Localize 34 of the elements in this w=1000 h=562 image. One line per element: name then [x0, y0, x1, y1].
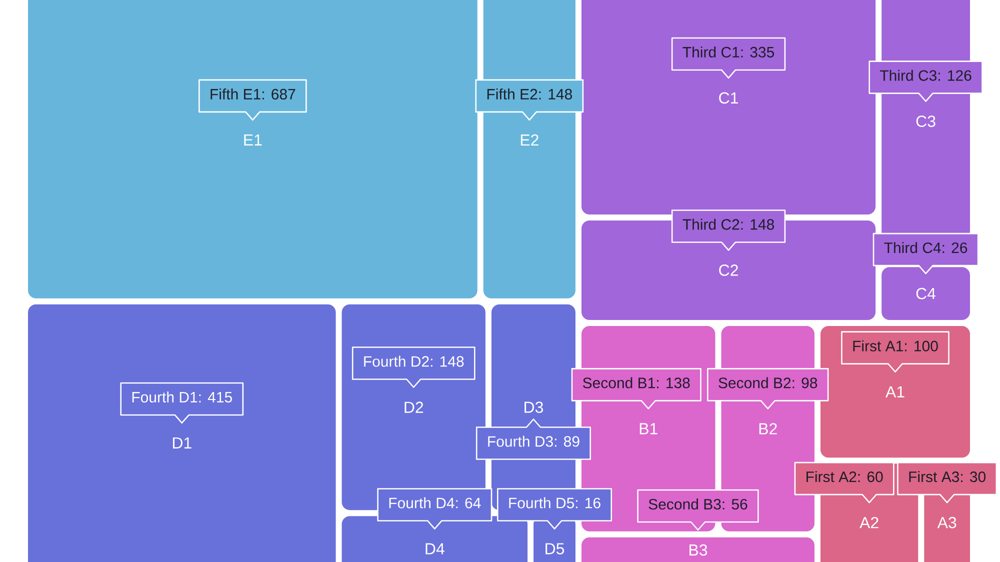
- category-label: D3: [524, 402, 543, 413]
- category-label: B3: [690, 544, 708, 556]
- data-label: Fourth D1: 415: [132, 391, 232, 403]
- data-label: Third C2: 148: [682, 218, 774, 230]
- data-label: Fourth D4: 64: [389, 497, 481, 508]
- category-label: B1: [640, 423, 658, 434]
- category-label: C3: [916, 116, 936, 127]
- category-label: D1: [172, 437, 192, 448]
- category-label: C2: [719, 264, 738, 276]
- data-label: First A2: 60: [806, 471, 883, 482]
- data-label: Third C4: 26: [884, 242, 968, 254]
- category-label: E2: [520, 134, 538, 146]
- category-label: C4: [916, 288, 936, 300]
- category-label: E1: [244, 134, 262, 146]
- data-label: First A3: 30: [909, 471, 986, 482]
- category-label: D4: [426, 543, 444, 554]
- data-label: Fourth D3: 89: [488, 436, 580, 447]
- data-label: Fourth D5: 16: [509, 497, 600, 508]
- data-label: Fourth D2: 148: [364, 356, 464, 367]
- category-label: A2: [860, 516, 878, 528]
- data-label: Third C3: 126: [880, 70, 972, 81]
- category-label: D5: [546, 543, 564, 554]
- category-label: A1: [885, 386, 904, 398]
- data-label: Third C1: 335: [682, 46, 774, 58]
- data-label: Second B1: 138: [582, 377, 690, 388]
- data-label: Fifth E2: 148: [487, 88, 572, 100]
- data-label: Second B2: 98: [718, 377, 818, 388]
- data-label: Second B3: 56: [648, 498, 748, 510]
- category-label: A3: [937, 516, 956, 528]
- category-label: D2: [404, 402, 424, 413]
- category-label: C1: [719, 92, 738, 104]
- category-label: B2: [759, 423, 777, 434]
- data-label: First A1: 100: [853, 340, 938, 352]
- data-label: Fifth E1: 687: [210, 88, 296, 100]
